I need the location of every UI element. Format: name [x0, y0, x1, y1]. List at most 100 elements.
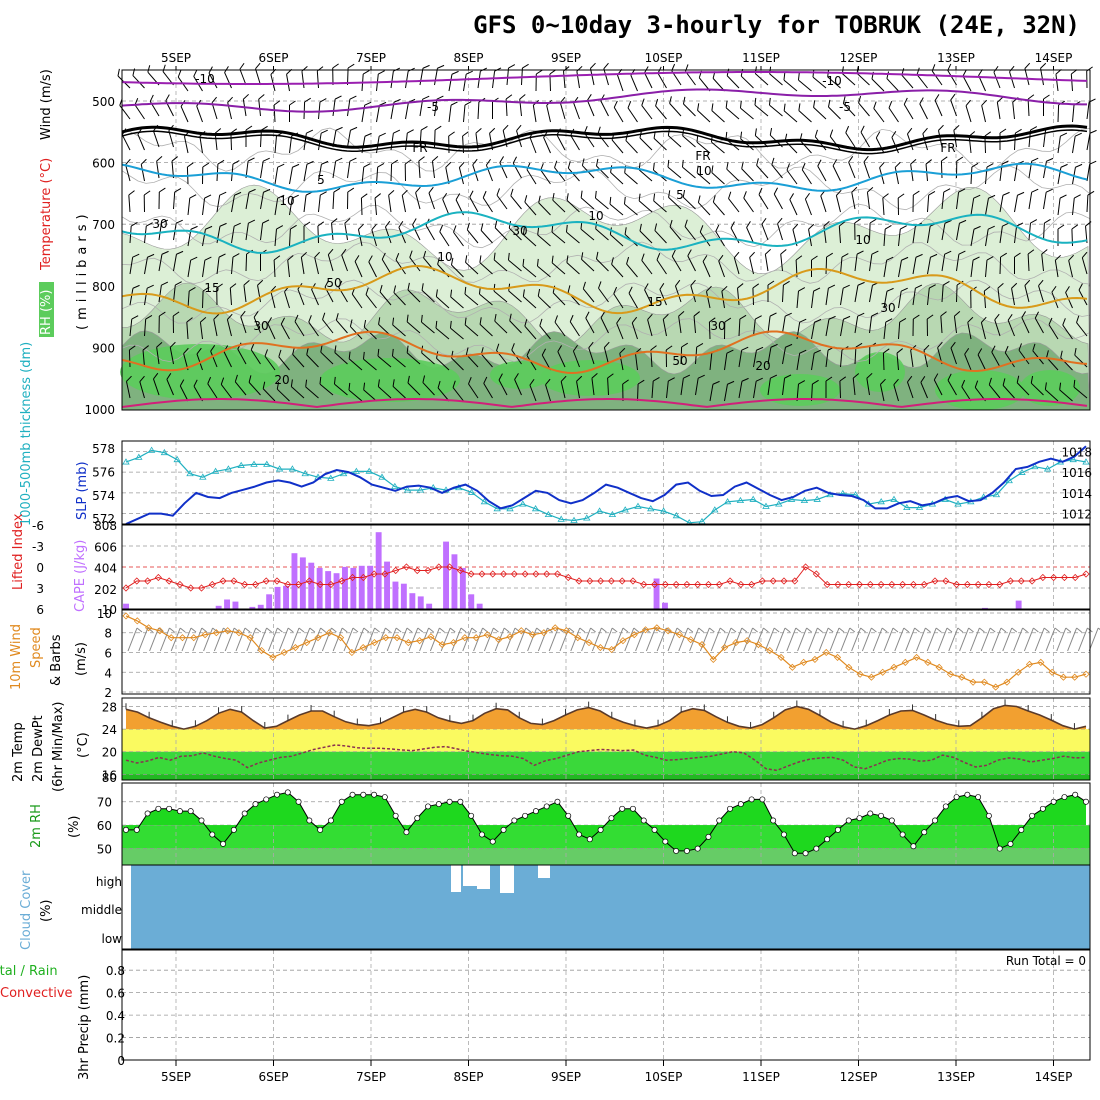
wind-barb	[678, 310, 685, 334]
wind-barb-shaft	[231, 226, 235, 244]
surface-wind-barb	[807, 627, 818, 652]
wind-barb-flag	[423, 250, 427, 259]
lifted-index-point	[262, 577, 270, 585]
wind-barb-flag	[792, 223, 799, 230]
wind-barb	[1028, 219, 1038, 241]
wind-barb	[947, 373, 957, 396]
wind-barb-flag	[586, 94, 592, 101]
wind-barb-shaft	[452, 387, 464, 402]
wind-barb	[392, 379, 406, 399]
wind-barb-flag	[1031, 157, 1039, 162]
surface-wind-barb	[591, 627, 602, 652]
wind-barb-shaft	[287, 260, 290, 278]
wind-barb	[483, 376, 493, 399]
wind-barb-shaft	[753, 350, 757, 368]
rh-green-area	[935, 370, 1025, 410]
wind-barb	[526, 348, 537, 371]
lifted-index-point	[359, 573, 367, 582]
wind-barb-shaft	[125, 164, 131, 182]
wind-barb	[361, 163, 371, 185]
wind-barb-shaft	[724, 384, 728, 402]
wind-barb	[276, 382, 290, 402]
wind-barb-flag	[958, 188, 966, 193]
wind-barb	[811, 349, 821, 371]
wind-barb	[535, 69, 543, 92]
wind-barb	[947, 63, 957, 86]
wind-barb-shaft	[696, 172, 711, 185]
wind-barb	[377, 348, 392, 368]
wind-barb-shaft	[468, 383, 479, 399]
wind-barb-flag	[529, 378, 535, 386]
wind-barb-flag	[509, 313, 512, 321]
surface-wind-barb-flag	[179, 627, 186, 633]
wind-barb-flag	[653, 193, 656, 201]
wind-barb-flag	[1014, 252, 1021, 258]
surface-wind-barb	[840, 627, 851, 652]
wind-barb-shaft	[1027, 253, 1030, 272]
rh-green-area	[760, 374, 840, 406]
wind-barb	[753, 315, 762, 337]
lifted-index-point	[640, 580, 648, 589]
wind-barb	[1081, 251, 1088, 275]
wind-barb-flag	[856, 250, 864, 255]
rh-point	[867, 810, 874, 817]
wind-barb-shaft	[726, 75, 740, 89]
wind-barb	[479, 317, 493, 337]
wind-barb	[875, 131, 885, 154]
wind-barb-flag	[1018, 343, 1022, 351]
wind-barb	[258, 94, 265, 117]
lifted-index-line	[125, 566, 1087, 589]
wind-barb-shaft	[434, 99, 438, 117]
wind-barb-shaft	[981, 105, 986, 123]
surface-wind-barb	[915, 627, 926, 652]
wind-barb-shaft	[1004, 352, 1015, 368]
surface-wind-barb	[1013, 627, 1024, 652]
wind-barb-shaft	[1024, 68, 1030, 86]
wind-barb	[536, 258, 551, 278]
wind-barb-shaft	[274, 136, 277, 154]
wind-barb-shaft	[777, 223, 783, 241]
wind-barb-flag	[699, 225, 704, 233]
wind-barb-shaft	[708, 321, 711, 340]
cape-bar	[224, 599, 230, 609]
wind-barb	[539, 318, 551, 340]
wind-speed-point	[721, 643, 729, 652]
wind-barb-flag	[780, 249, 787, 255]
wind-barb-shaft	[1011, 288, 1015, 306]
wind-barb	[725, 100, 740, 120]
wind-barb-flag	[795, 255, 803, 261]
wind-barb	[854, 281, 865, 303]
wind-barb-shaft	[351, 293, 363, 309]
thickness-point	[711, 506, 719, 513]
wind-barb	[186, 317, 193, 340]
wind-barb-flag	[947, 373, 952, 381]
wind-barb-flag	[761, 217, 767, 225]
wind-barb-flag	[739, 314, 747, 320]
rh-point	[209, 831, 216, 838]
wind-barb-shaft	[669, 103, 682, 117]
wind-barb	[516, 124, 522, 148]
wind-barb-shaft	[651, 381, 654, 399]
wind-barb	[226, 313, 233, 337]
wind-speed-point	[800, 658, 808, 666]
wind-barb-flag	[768, 97, 771, 106]
wind-barb-shaft	[588, 347, 595, 365]
wind-barb-shaft	[291, 386, 305, 399]
wind-barb-shaft	[582, 288, 595, 303]
wind-barb-flag	[213, 313, 220, 320]
wind-barb	[361, 101, 372, 123]
wind-barb-shaft	[485, 164, 493, 182]
wind-barb-shaft	[144, 319, 147, 337]
wind-barb	[840, 284, 850, 306]
wind-barb	[724, 380, 735, 402]
wind-barb	[341, 248, 348, 272]
wind-barb-flag	[537, 227, 540, 235]
wind-barb-flag	[435, 289, 438, 297]
wind-barb-flag	[1030, 219, 1038, 224]
wind-barb-flag	[161, 219, 169, 224]
wind-barb-flag	[681, 159, 684, 168]
rh-band-low	[122, 848, 1090, 865]
thickness-point	[173, 455, 181, 463]
wind-barb-shaft	[773, 193, 783, 210]
wind-barb-shaft	[682, 196, 696, 210]
